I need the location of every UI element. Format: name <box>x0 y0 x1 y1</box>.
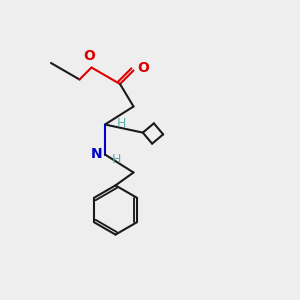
Text: O: O <box>83 49 95 63</box>
Text: H: H <box>116 116 126 130</box>
Text: O: O <box>137 61 149 75</box>
Text: H: H <box>112 152 121 166</box>
Text: N: N <box>91 148 103 161</box>
